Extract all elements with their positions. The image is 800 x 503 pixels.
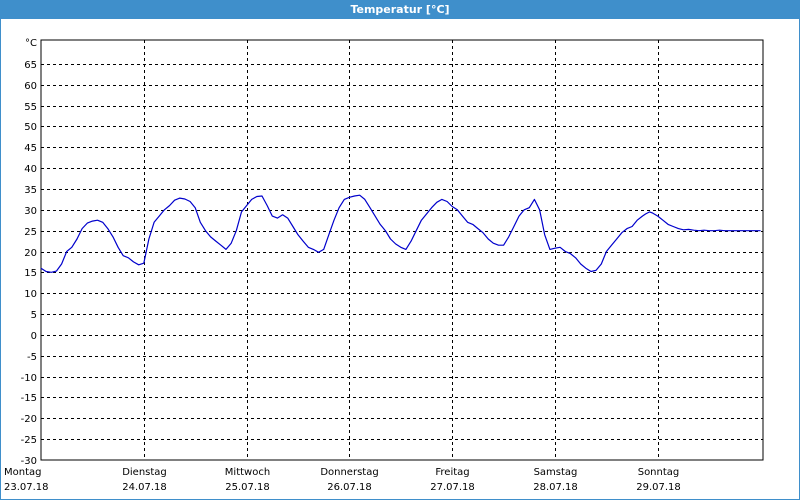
y-tick-label: 15 (24, 268, 37, 279)
y-tick-label: 0 (31, 331, 37, 342)
y-tick-label: 50 (24, 122, 37, 133)
y-tick-label: 55 (24, 102, 37, 113)
x-tick-day-label: Montag (4, 467, 41, 478)
axis-layer: 65605550454035302520151050-5-10-15-20-25… (4, 38, 764, 493)
x-tick-day-label: Dienstag (122, 467, 167, 478)
y-tick-label: 25 (24, 227, 37, 238)
x-tick-date-label: 27.07.18 (430, 482, 475, 493)
x-tick-day-label: Sonntag (638, 467, 680, 478)
y-tick-label: -5 (27, 352, 37, 363)
y-tick-label: 10 (24, 289, 37, 300)
x-tick-date-label: 25.07.18 (225, 482, 270, 493)
y-tick-label: -25 (21, 435, 37, 446)
y-tick-label: 45 (24, 143, 37, 154)
y-tick-label: 5 (31, 310, 37, 321)
y-tick-label: -30 (21, 456, 37, 467)
y-tick-label: -20 (21, 414, 37, 425)
y-tick-label: 60 (24, 81, 37, 92)
series-line-temperature (40, 194, 761, 273)
x-tick-date-label: 29.07.18 (636, 482, 681, 493)
plot-frame (40, 39, 764, 461)
title-bar: Temperatur [°C] (0, 0, 800, 19)
y-tick-label: -15 (21, 393, 37, 404)
x-tick-date-label: 24.07.18 (122, 482, 167, 493)
y-tick-label: 40 (24, 164, 37, 175)
grid-layer (41, 40, 763, 460)
x-tick-day-label: Mittwoch (225, 467, 270, 478)
chart-title: Temperatur [°C] (350, 3, 450, 16)
y-tick-label: 20 (24, 248, 37, 259)
x-tick-date-label: 28.07.18 (533, 482, 578, 493)
y-tick-label: 65 (24, 60, 37, 71)
series-layer (40, 194, 761, 273)
y-unit-label: °C (25, 38, 37, 49)
y-tick-label: -10 (21, 373, 37, 384)
chart-panel: 65 60 55 50 45 40 35 30 25 20 15 10 5 0 -5 -10 -15 -20 -25… (0, 19, 800, 500)
temperature-chart: 65605550454035302520151050-5-10-15-20-25… (4, 38, 764, 493)
y-tick-label: 35 (24, 185, 37, 196)
x-tick-day-label: Samstag (534, 467, 578, 478)
x-tick-day-label: Freitag (435, 467, 469, 478)
y-tick-label: 30 (24, 206, 37, 217)
x-tick-date-label: 23.07.18 (4, 482, 49, 493)
x-tick-date-label: 26.07.18 (327, 482, 372, 493)
x-tick-day-label: Donnerstag (320, 467, 378, 478)
